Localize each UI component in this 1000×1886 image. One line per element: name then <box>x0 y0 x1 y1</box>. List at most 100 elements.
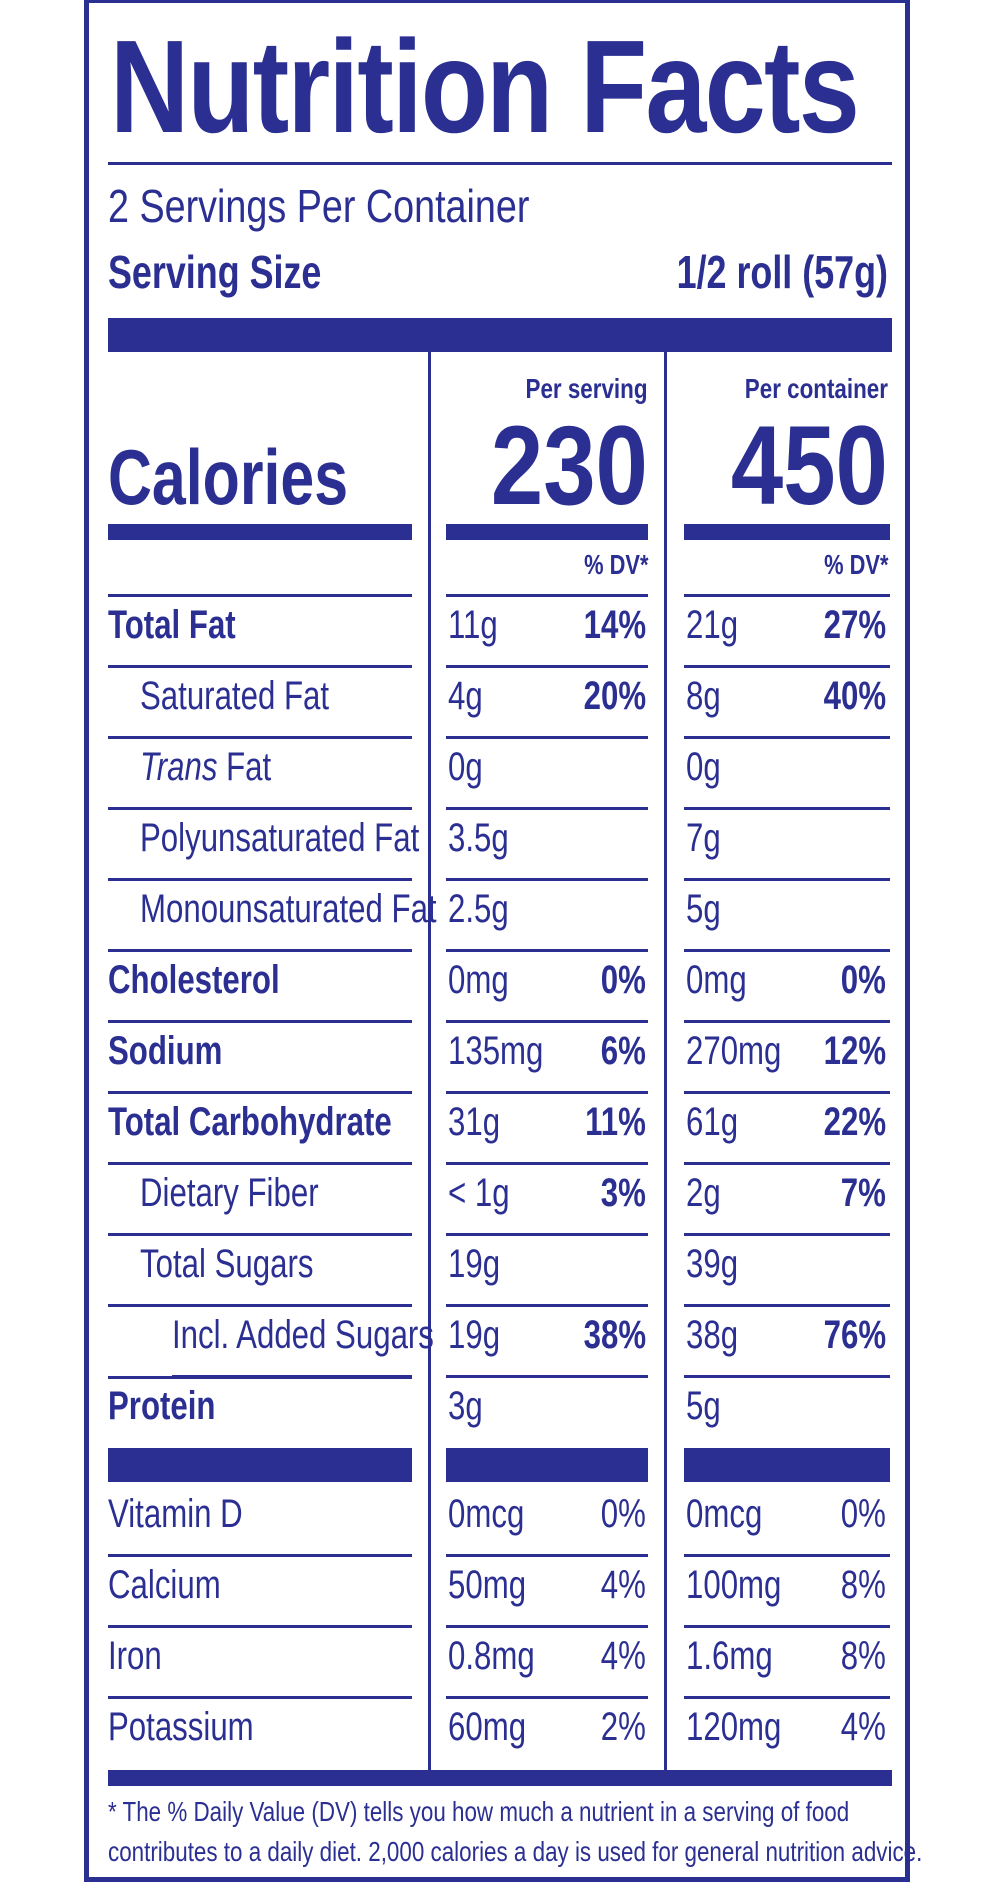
vitamin-label-cell: Calcium <box>108 1557 252 1613</box>
vitamin-container-dv-cell: 4% <box>828 1699 886 1755</box>
serving-dv: 38% <box>583 1313 646 1357</box>
container-amount-cell: 21g <box>686 597 753 653</box>
nutrient-label: Incl. Added Sugars <box>172 1313 434 1357</box>
container-amount-cell: 8g <box>686 668 731 724</box>
container-amount: 38g <box>686 1313 739 1357</box>
nutrient-label: Dietary Fiber <box>140 1171 319 1215</box>
label-title: Nutrition Facts <box>110 13 860 160</box>
vitamin-container-dv: 4% <box>840 1705 886 1749</box>
vitamin-label-cell: Vitamin D <box>108 1486 281 1542</box>
nutrient-label-cell: Total Sugars <box>140 1236 362 1292</box>
vitamin-serving-amount: 60mg <box>448 1705 527 1749</box>
nutrient-label-cell: Incl. Added Sugars <box>172 1307 508 1363</box>
serving-dv-cell: 3% <box>588 1165 646 1221</box>
nutrition-label-border <box>84 0 910 1882</box>
serving-amount-cell: 3g <box>448 1378 493 1434</box>
row-rule-serving <box>446 665 648 668</box>
vitamin-serving-dv: 4% <box>600 1634 646 1678</box>
row-rule-serving <box>446 1162 648 1165</box>
container-amount: 21g <box>686 603 739 647</box>
container-amount: 39g <box>686 1242 739 1286</box>
vitamin-container-amount-cell: 100mg <box>686 1557 808 1613</box>
container-dv: 22% <box>823 1100 886 1144</box>
serving-amount-cell: < 1g <box>448 1165 527 1221</box>
serving-dv: 6% <box>600 1029 646 1073</box>
vitamin-rule-label <box>108 1696 412 1699</box>
vitamin-serving-dv-cell: 4% <box>588 1557 646 1613</box>
serving-amount: 0mg <box>448 958 509 1002</box>
nutrient-label: Total Fat <box>108 603 236 647</box>
container-dv: 40% <box>823 674 886 718</box>
vitamin-container-dv-cell: 8% <box>828 1557 886 1613</box>
thick-rule-mid-serving <box>446 1448 648 1482</box>
vitamin-label-cell: Iron <box>108 1628 177 1684</box>
vitamin-serving-dv: 0% <box>600 1492 646 1536</box>
nutrient-label-cell: Total Carbohydrate <box>108 1094 472 1150</box>
thick-rule-top <box>108 318 892 352</box>
vitamin-container-dv: 8% <box>840 1563 886 1607</box>
vitamin-label: Iron <box>108 1634 162 1678</box>
nutrient-label: Monounsaturated Fat <box>140 887 437 931</box>
vitamin-rule-container <box>684 1625 890 1628</box>
container-dv-cell: 27% <box>806 597 886 653</box>
vitamin-container-amount-cell: 0mcg <box>686 1486 784 1542</box>
row-rule-container <box>684 1162 890 1165</box>
vitamin-container-dv: 8% <box>840 1634 886 1678</box>
row-rule-label <box>108 949 412 952</box>
row-rule-container <box>684 1304 890 1307</box>
title-rule <box>108 162 892 165</box>
nutrient-label-cell: Saturated Fat <box>140 668 382 724</box>
row-rule-label <box>108 665 412 668</box>
thick-rule-mid-container <box>684 1448 890 1482</box>
footnote: * The % Daily Value (DV) tells you how m… <box>108 1792 1000 1872</box>
servings-per-container: 2 Servings Per Container <box>108 180 530 232</box>
serving-amount: 0g <box>448 745 483 789</box>
vitamin-serving-amount-cell: 50mg <box>448 1557 548 1613</box>
serving-amount-cell: 31g <box>448 1094 515 1150</box>
nutrient-label: Sodium <box>108 1029 223 1073</box>
row-rule-serving <box>446 807 648 810</box>
serving-dv-cell: 38% <box>566 1307 646 1363</box>
vitamin-label: Calcium <box>108 1563 221 1607</box>
calories-label: Calories <box>108 433 349 521</box>
vitamin-container-amount: 0mcg <box>686 1492 763 1536</box>
vitamin-rule-serving <box>446 1625 648 1628</box>
serving-amount-cell: 11g <box>448 597 512 653</box>
container-amount-cell: 5g <box>686 881 731 937</box>
row-rule-serving <box>446 878 648 881</box>
serving-amount: 4g <box>448 674 483 718</box>
container-amount-cell: 0g <box>686 739 731 795</box>
container-dv-cell: 40% <box>806 668 886 724</box>
column-divider-2 <box>664 352 667 1770</box>
vitamin-container-amount: 120mg <box>686 1705 782 1749</box>
vitamin-serving-dv-cell: 0% <box>588 1486 646 1542</box>
vitamin-container-dv-cell: 8% <box>828 1628 886 1684</box>
nutrient-label-cell: Cholesterol <box>108 952 328 1008</box>
container-dv: 7% <box>840 1171 886 1215</box>
row-rule-serving <box>446 1375 648 1378</box>
row-rule-label <box>108 736 412 739</box>
serving-dv: 11% <box>585 1100 646 1144</box>
container-amount: 61g <box>686 1100 739 1144</box>
serving-amount: 19g <box>448 1242 501 1286</box>
column-divider-1 <box>428 352 431 1770</box>
serving-amount-cell: 135mg <box>448 1023 570 1079</box>
container-amount-cell: 2g <box>686 1165 731 1221</box>
serving-dv-cell: 6% <box>588 1023 646 1079</box>
vitamin-rule-label <box>108 1625 412 1628</box>
serving-amount-cell: 2.5g <box>448 881 526 937</box>
row-rule-container <box>684 1020 890 1023</box>
row-rule-label <box>108 878 412 881</box>
nutrient-label: Trans Fat <box>140 739 271 795</box>
nutrient-label-cell: Dietary Fiber <box>140 1165 369 1221</box>
row-rule-label <box>108 1091 412 1094</box>
per-serving-header: Per serving <box>525 373 648 404</box>
dv-header-serving: % DV* <box>583 549 648 580</box>
serving-amount: 3g <box>448 1384 483 1428</box>
nutrient-label-cell: Monounsaturated Fat <box>140 881 520 937</box>
vitamin-rule-serving <box>446 1696 648 1699</box>
nutrient-label-rest: Fat <box>226 745 272 789</box>
nutrient-label: Total Carbohydrate <box>108 1100 392 1144</box>
row-rule-serving <box>446 594 648 597</box>
vitamin-serving-amount-cell: 0.8mg <box>448 1628 559 1684</box>
